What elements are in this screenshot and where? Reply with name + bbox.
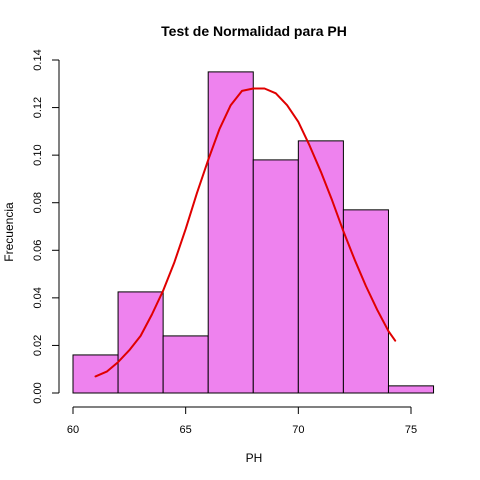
histogram-bar-3 bbox=[162, 335, 209, 394]
density-curve-layer bbox=[94, 87, 397, 378]
x-tick-label: 75 bbox=[405, 424, 417, 436]
y-tick-label: 0.12 bbox=[32, 97, 44, 118]
y-tick-label: 0.14 bbox=[32, 49, 44, 70]
y-tick-label: 0.10 bbox=[32, 144, 44, 165]
histogram-bars bbox=[72, 71, 435, 394]
histogram-bar-4 bbox=[207, 71, 254, 394]
histogram-bar-1 bbox=[72, 354, 119, 394]
y-axis: 0.00 0.02 0.04 0.06 0.08 0.10 0.12 0.14 bbox=[32, 49, 60, 404]
histogram-bar-6 bbox=[297, 140, 344, 394]
histogram-bar-8 bbox=[387, 385, 435, 394]
x-axis-label: PH bbox=[246, 451, 263, 465]
histogram-bar-5 bbox=[252, 159, 299, 394]
y-axis-label: Frecuencia bbox=[2, 202, 16, 262]
histogram-bar-7 bbox=[342, 209, 389, 394]
x-tick-label: 70 bbox=[292, 424, 304, 436]
chart-title: Test de Normalidad para PH bbox=[161, 23, 347, 39]
density-curve bbox=[94, 87, 397, 378]
y-tick-label: 0.06 bbox=[32, 240, 44, 261]
x-tick-label: 65 bbox=[180, 424, 192, 436]
y-tick-label: 0.02 bbox=[32, 335, 44, 356]
x-tick-label: 60 bbox=[67, 424, 79, 436]
x-axis: 60 65 70 75 bbox=[67, 406, 417, 436]
y-tick-label: 0.04 bbox=[32, 287, 44, 308]
y-tick-label: 0.08 bbox=[32, 192, 44, 213]
y-tick-label: 0.00 bbox=[32, 382, 44, 403]
